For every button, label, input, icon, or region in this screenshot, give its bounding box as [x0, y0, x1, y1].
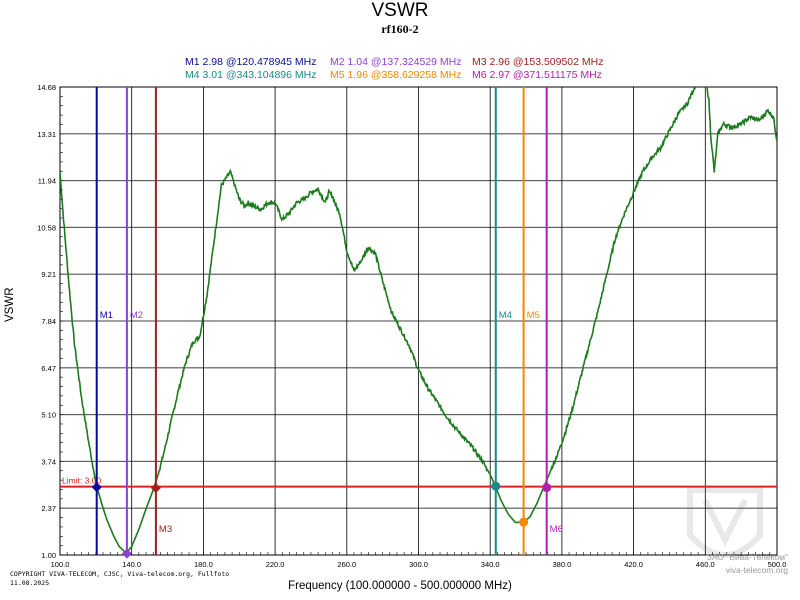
- emblem-shield: [687, 487, 763, 558]
- y-tick-label: 10.58: [37, 223, 56, 232]
- marker-point-m6: [542, 483, 552, 493]
- y-tick-label: 6.47: [41, 364, 56, 373]
- y-tick-label: 14.68: [37, 83, 56, 92]
- x-tick-label: 460.0: [696, 560, 715, 569]
- x-axis-label: Frequency (100.000000 - 500.000000 MHz): [288, 580, 512, 592]
- x-tick-label: 100.0: [51, 560, 70, 569]
- marker-readout-m4: M4 3.01 @343.104896 MHz: [185, 69, 317, 81]
- marker-readout-m3: M3 2.96 @153.509502 MHz: [472, 56, 604, 68]
- marker-point-m3: [150, 482, 161, 493]
- y-tick-label: 5.10: [41, 411, 56, 420]
- y-tick-label: 9.21: [41, 270, 56, 279]
- watermark-line1: ЗАО "Вива-Телеком": [706, 552, 788, 562]
- limit-label: Limit: 3.00: [62, 476, 101, 486]
- watermark: ЗАО "Вива-Телеком" viva-telecom.org: [668, 551, 788, 577]
- x-tick-label: 260.0: [337, 560, 356, 569]
- y-tick-label: 13.31: [37, 130, 56, 139]
- y-axis-label: VSWR: [4, 287, 16, 323]
- marker-label-m1: M1: [100, 310, 113, 321]
- marker-point-m2: [121, 548, 132, 559]
- marker-point-m4: [491, 481, 501, 491]
- y-tick-label: 11.94: [38, 177, 56, 186]
- marker-readout-m2: M2 1.04 @137.324529 MHz: [330, 56, 462, 68]
- watermark-emblem-icon: [687, 487, 763, 558]
- x-tick-label: 380.0: [553, 560, 572, 569]
- watermark-line2: viva-telecom.org: [725, 565, 788, 575]
- x-tick-label: 340.0: [481, 560, 500, 569]
- copyright-date: 11.08.2025: [10, 579, 50, 587]
- x-tick-label: 180.0: [194, 560, 213, 569]
- x-tick-label: 220.0: [266, 560, 285, 569]
- marker-label-m3: M3: [159, 524, 172, 535]
- marker-label-m4: M4: [499, 310, 512, 321]
- x-tick-label: 300.0: [409, 560, 428, 569]
- chart-subtitle: rf160-2: [381, 22, 419, 36]
- x-tick-label: 140.0: [122, 560, 141, 569]
- x-tick-label: 500.0: [768, 560, 787, 569]
- copyright-note: COPYRIGHT VIVA-TELECOM, CJSC, Viva-telec…: [10, 570, 229, 588]
- emblem-v: [702, 498, 748, 547]
- marker-readout-m5: M5 1.96 @358.629258 MHz: [330, 69, 462, 81]
- marker-readout-m6: M6 2.97 @371.511175 MHz: [472, 69, 602, 81]
- vswr-series-line: [60, 87, 777, 555]
- marker-readout-m1: M1 2.98 @120.478945 MHz: [185, 56, 317, 68]
- marker-point-m5: [519, 517, 529, 527]
- copyright-text: COPYRIGHT VIVA-TELECOM, CJSC, Viva-telec…: [10, 570, 230, 578]
- marker-label-m6: M6: [550, 524, 563, 535]
- y-tick-label: 3.74: [41, 457, 56, 466]
- x-tick-label: 420.0: [624, 560, 643, 569]
- marker-point-m1: [91, 482, 102, 493]
- y-tick-label: 7.84: [41, 317, 56, 326]
- marker-label-m5: M5: [527, 310, 540, 321]
- marker-label-m2: M2: [130, 310, 143, 321]
- y-tick-label: 2.37: [41, 504, 56, 513]
- y-tick-label: 1.00: [41, 551, 56, 560]
- chart-title: VSWR: [371, 0, 429, 21]
